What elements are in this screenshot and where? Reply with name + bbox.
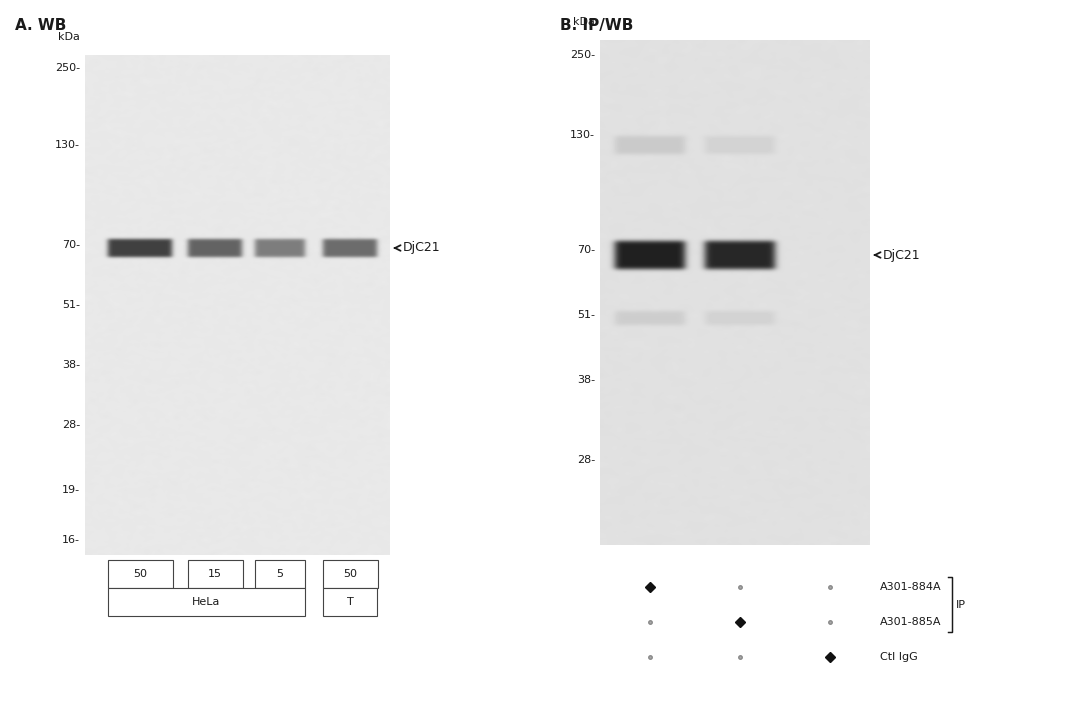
Text: A301-884A: A301-884A	[880, 582, 942, 592]
Text: 38-: 38-	[62, 360, 80, 370]
Text: 28-: 28-	[62, 420, 80, 430]
Text: A. WB: A. WB	[15, 18, 66, 33]
Text: 5: 5	[276, 569, 283, 579]
Text: 130-: 130-	[55, 140, 80, 150]
Text: 70-: 70-	[577, 245, 595, 255]
Text: 70-: 70-	[62, 240, 80, 250]
Bar	[255, 560, 305, 588]
Bar	[108, 560, 173, 588]
Text: DjC21: DjC21	[883, 248, 920, 261]
Text: kDa: kDa	[573, 17, 595, 27]
Bar	[188, 560, 243, 588]
Text: 28-: 28-	[577, 455, 595, 465]
Text: 16-: 16-	[62, 535, 80, 545]
Text: 19-: 19-	[62, 485, 80, 495]
Text: 130-: 130-	[570, 130, 595, 140]
Text: 15: 15	[208, 569, 222, 579]
Text: 50: 50	[133, 569, 147, 579]
Text: A301-885A: A301-885A	[880, 617, 942, 627]
Text: DjC21: DjC21	[403, 241, 441, 254]
Text: 250-: 250-	[55, 63, 80, 73]
Text: 50: 50	[343, 569, 357, 579]
Text: Ctl IgG: Ctl IgG	[880, 652, 918, 662]
Bar	[323, 588, 377, 616]
Text: kDa: kDa	[58, 32, 80, 42]
Text: T: T	[347, 597, 353, 607]
Text: 51-: 51-	[577, 310, 595, 320]
Text: HeLa: HeLa	[192, 597, 220, 607]
Text: 250-: 250-	[570, 50, 595, 60]
Bar	[108, 588, 305, 616]
Text: B. IP/WB: B. IP/WB	[561, 18, 633, 33]
Text: 51-: 51-	[62, 300, 80, 310]
Bar	[323, 560, 378, 588]
Text: 38-: 38-	[577, 375, 595, 385]
Text: IP: IP	[956, 600, 966, 610]
